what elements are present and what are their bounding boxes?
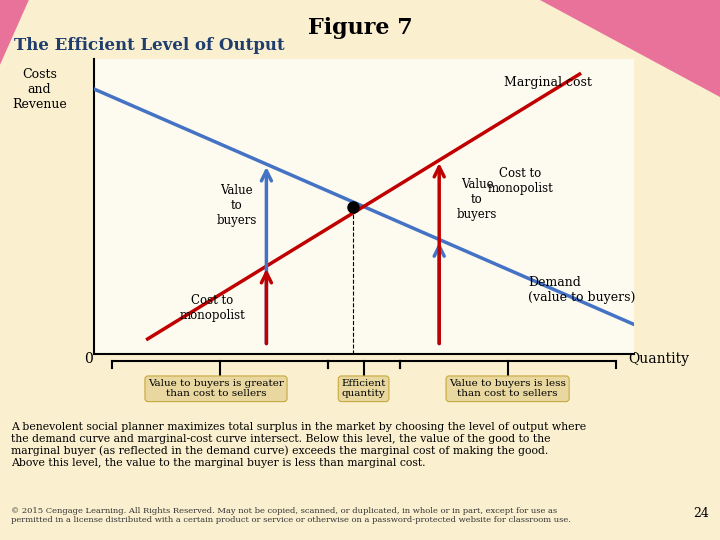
Text: Cost to
monopolist: Cost to monopolist (179, 294, 246, 322)
Polygon shape (0, 0, 29, 65)
Text: 24: 24 (693, 507, 709, 519)
Text: Value
to
buyers: Value to buyers (217, 184, 257, 227)
Text: Value to buyers is less
than cost to sellers: Value to buyers is less than cost to sel… (449, 379, 566, 399)
Text: 0: 0 (84, 352, 93, 366)
Text: Value
to
buyers: Value to buyers (456, 178, 498, 221)
Text: Value to buyers is greater
than cost to sellers: Value to buyers is greater than cost to … (148, 379, 284, 399)
Text: Quantity: Quantity (629, 352, 689, 366)
Text: The Efficient Level of Output: The Efficient Level of Output (14, 37, 285, 53)
Text: Cost to
monopolist: Cost to monopolist (487, 167, 553, 195)
Polygon shape (540, 0, 720, 97)
Text: A benevolent social planner maximizes total surplus in the market by choosing th: A benevolent social planner maximizes to… (11, 422, 586, 468)
Text: Marginal cost: Marginal cost (504, 77, 592, 90)
Y-axis label: Costs
and
Revenue: Costs and Revenue (12, 68, 67, 111)
Text: © 2015 Cengage Learning. All Rights Reserved. May not be copied, scanned, or dup: © 2015 Cengage Learning. All Rights Rese… (11, 507, 571, 524)
Text: Figure 7: Figure 7 (307, 17, 413, 39)
Text: Efficient
quantity: Efficient quantity (341, 379, 386, 399)
Text: Demand
(value to buyers): Demand (value to buyers) (528, 276, 636, 305)
